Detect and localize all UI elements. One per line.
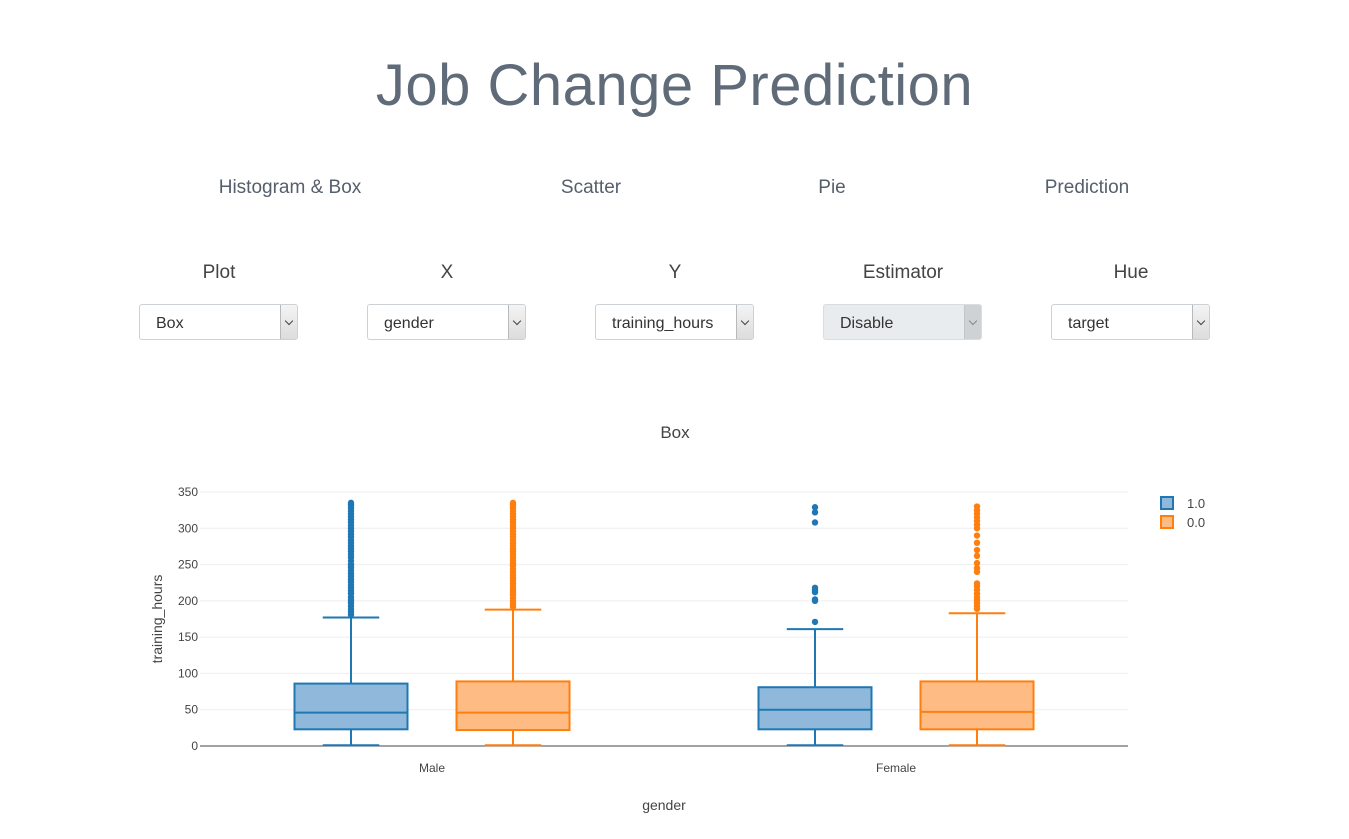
chevron-down-icon bbox=[964, 305, 981, 339]
estimator-select-value: Disable bbox=[840, 315, 894, 332]
legend-swatch bbox=[1160, 515, 1174, 529]
y-tick-label: 250 bbox=[178, 558, 198, 572]
x-select-value: gender bbox=[384, 315, 434, 332]
y-select[interactable]: training_hours bbox=[595, 304, 754, 340]
outlier-point bbox=[811, 509, 819, 516]
chevron-down-icon[interactable] bbox=[1192, 305, 1209, 339]
box-body bbox=[757, 686, 873, 731]
box-1.0-Male bbox=[293, 499, 409, 747]
x-tick-label: Female bbox=[876, 761, 916, 775]
estimator-select: Disable bbox=[823, 304, 982, 340]
chevron-down-icon[interactable] bbox=[280, 305, 297, 339]
y-select-value: training_hours bbox=[612, 315, 714, 332]
outlier-point bbox=[973, 532, 981, 539]
outlier-point bbox=[811, 519, 819, 526]
chevron-down-icon[interactable] bbox=[508, 305, 525, 339]
box-0.0-Male bbox=[455, 499, 571, 747]
x-axis-title: gender bbox=[642, 797, 686, 813]
outlier-point bbox=[973, 580, 981, 587]
chevron-down-icon[interactable] bbox=[736, 305, 753, 339]
box-body bbox=[455, 680, 571, 732]
tab-histogram-box[interactable]: Histogram & Box bbox=[218, 177, 362, 198]
outlier-point bbox=[973, 565, 981, 572]
box-0.0-Female bbox=[919, 503, 1035, 747]
chart-title: Box bbox=[660, 423, 690, 442]
y-tick-label: 300 bbox=[178, 521, 198, 535]
box-1.0-Female bbox=[757, 504, 873, 747]
plot-select-value: Box bbox=[156, 315, 184, 332]
legend-swatch bbox=[1160, 496, 1174, 510]
tab-scatter[interactable]: Scatter bbox=[560, 177, 622, 198]
outlier-point bbox=[973, 546, 981, 554]
x-select[interactable]: gender bbox=[367, 304, 526, 340]
tab-pie[interactable]: Pie bbox=[818, 177, 846, 198]
outlier-point bbox=[811, 618, 819, 626]
outlier-point bbox=[973, 552, 981, 560]
outlier-point bbox=[811, 504, 819, 511]
hue-select-value: target bbox=[1068, 315, 1109, 332]
plot-label: Plot bbox=[202, 262, 236, 283]
x-label: X bbox=[440, 262, 454, 283]
y-tick-label: 50 bbox=[185, 703, 199, 717]
plot-select[interactable]: Box bbox=[139, 304, 298, 340]
box-body bbox=[919, 680, 1035, 731]
legend-label: 1.0 bbox=[1187, 496, 1205, 511]
outlier-point bbox=[973, 503, 981, 510]
hue-label: Hue bbox=[1113, 262, 1149, 283]
outlier-point bbox=[973, 559, 981, 567]
outlier-point bbox=[973, 539, 981, 546]
y-tick-label: 0 bbox=[191, 739, 198, 753]
legend-label: 0.0 bbox=[1187, 515, 1205, 530]
outlier-point bbox=[347, 499, 355, 507]
hue-select[interactable]: target bbox=[1051, 304, 1210, 340]
estimator-label: Estimator bbox=[862, 262, 944, 283]
y-tick-label: 350 bbox=[178, 485, 198, 499]
y-axis-title: training_hours bbox=[149, 575, 165, 664]
x-tick-label: Male bbox=[419, 761, 445, 775]
page-title: Job Change Prediction bbox=[375, 53, 974, 118]
box-body bbox=[293, 682, 409, 731]
y-tick-label: 200 bbox=[178, 594, 198, 608]
outlier-point bbox=[509, 499, 517, 507]
outlier-point bbox=[811, 584, 819, 591]
tab-prediction[interactable]: Prediction bbox=[1044, 177, 1130, 198]
outlier-point bbox=[811, 596, 819, 603]
y-tick-label: 100 bbox=[178, 666, 198, 680]
y-label: Y bbox=[668, 262, 682, 283]
y-tick-label: 150 bbox=[178, 630, 198, 644]
